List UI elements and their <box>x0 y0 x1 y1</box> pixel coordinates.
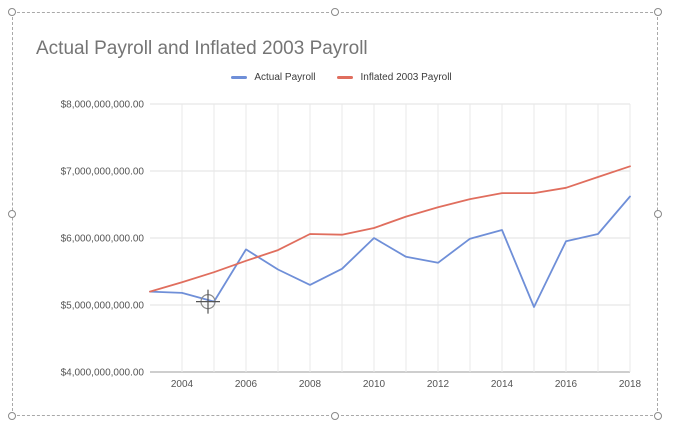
y-tick-label: $7,000,000,000.00 <box>61 167 145 178</box>
legend-swatch-actual <box>231 76 248 79</box>
y-tick-label: $6,000,000,000.00 <box>61 234 145 245</box>
resize-handle-top-right[interactable] <box>654 8 662 16</box>
resize-handle-bottom-left[interactable] <box>8 412 16 420</box>
legend: Actual Payroll Inflated 2003 Payroll <box>0 72 683 83</box>
resize-handle-bottom[interactable] <box>331 412 339 420</box>
x-tick-label: 2008 <box>299 379 322 390</box>
x-tick-label: 2010 <box>363 379 386 390</box>
x-tick-label: 2018 <box>619 379 642 390</box>
x-tick-label: 2012 <box>427 379 450 390</box>
series-line-inflated-2003-payroll <box>149 165 631 293</box>
legend-item-actual: Actual Payroll <box>231 72 315 83</box>
resize-handle-top-left[interactable] <box>8 8 16 16</box>
y-tick-label: $8,000,000,000.00 <box>61 100 145 111</box>
chart-title: Actual Payroll and Inflated 2003 Payroll <box>36 38 368 59</box>
y-tick-label: $5,000,000,000.00 <box>61 301 145 312</box>
resize-handle-top[interactable] <box>331 8 339 16</box>
legend-label-actual: Actual Payroll <box>254 72 316 83</box>
series-line-actual-payroll <box>149 195 631 308</box>
resize-handle-right[interactable] <box>654 210 662 218</box>
legend-label-inflated: Inflated 2003 Payroll <box>360 72 452 83</box>
resize-handle-bottom-right[interactable] <box>654 412 662 420</box>
resize-handle-left[interactable] <box>8 210 16 218</box>
x-tick-label: 2004 <box>171 379 194 390</box>
legend-swatch-inflated <box>337 76 354 79</box>
x-tick-label: 2016 <box>555 379 578 390</box>
x-tick-label: 2006 <box>235 379 258 390</box>
legend-item-inflated: Inflated 2003 Payroll <box>337 72 452 83</box>
x-tick-label: 2014 <box>491 379 514 390</box>
y-tick-label: $4,000,000,000.00 <box>61 368 145 379</box>
